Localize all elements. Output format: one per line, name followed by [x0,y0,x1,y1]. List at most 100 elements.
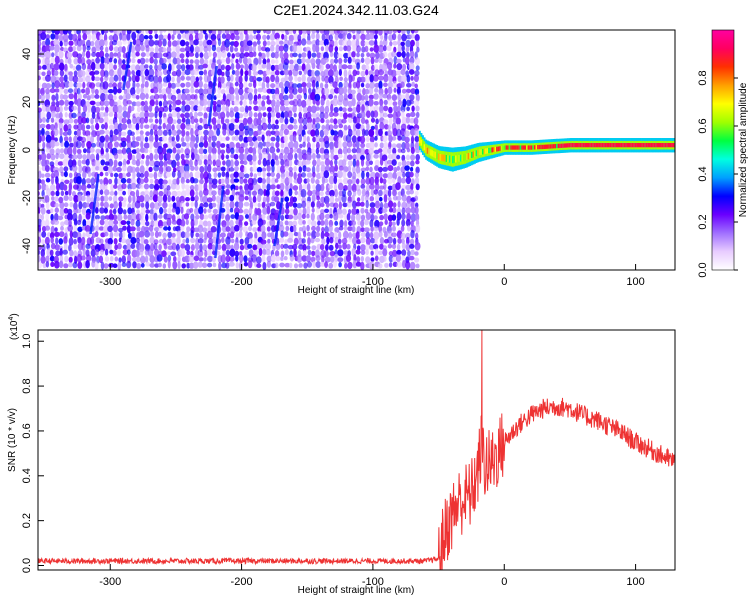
spectrogram-cell [143,148,149,154]
spectrogram-cell [167,231,172,238]
spectrogram-cell [225,255,231,263]
signal-band-cell [568,143,571,148]
spectrogram-cell [261,214,266,220]
spectrogram-cell [203,154,208,162]
spectrogram-cell [329,145,335,155]
spectrogram-cell [140,202,145,208]
spectrogram-cell [107,141,113,150]
spectrogram-cell [351,183,357,193]
spectrogram-cell [145,213,149,222]
spectrogram-cell [213,124,218,131]
spectrogram-cell [396,211,402,221]
signal-band-cell [533,145,536,150]
signal-band-cell [483,148,486,155]
signal-band-cell [499,146,502,151]
spectrogram-cell [239,164,245,173]
spectrogram-cell [369,202,376,208]
spectrogram-cell [352,158,357,168]
spectrogram-cell [383,142,389,149]
spectrogram-cell [82,219,87,227]
spectrogram-cell [89,100,96,106]
spectrogram-cell [59,128,63,137]
spectrogram-cell [243,255,248,263]
spectrogram-cell [379,172,383,179]
spectrogram-cell [320,164,326,174]
spectrogram-cell [38,158,42,166]
spectrogram-cell [153,124,158,131]
spectrogram-cell [113,52,118,57]
spectrogram-cell [282,94,289,101]
spectrogram-cell [400,148,406,154]
spectrogram-cell [148,112,155,118]
signal-band-cell [420,139,423,146]
spectrogram-cell [122,164,127,172]
spectrogram-cell [414,241,421,251]
spectrogram-cell [38,75,41,81]
spectrogram-cell [365,237,371,246]
spectrogram-cell [228,86,235,95]
spectrogram-cell [180,243,186,249]
spectrogram-cell [180,30,185,34]
spectrogram-cell [253,99,258,105]
spectrogram-cell [54,227,58,233]
spectrogram-cell [301,238,306,244]
spectrogram-cell [373,44,380,53]
spectrogram-cell [329,250,336,257]
spectrogram-cell [186,262,191,269]
spectrogram-cell [279,237,285,243]
spectrogram-cell [289,254,295,262]
spectrogram-cell [225,64,232,71]
spectrogram-cell [337,178,343,184]
spectrogram-cell [99,219,105,226]
spectrogram-cell [266,165,271,172]
spectrogram-cell [329,236,334,244]
spectrogram-cell [248,69,252,77]
spectrogram-cell [63,80,70,88]
spectrogram-cell [210,226,217,233]
spectrogram-cell [126,249,131,255]
spectrogram-cell [118,172,124,179]
spectrogram-cell [396,243,401,251]
spectrogram-cell [157,262,162,268]
spectrogram-cell [235,58,239,64]
spectrogram-cell [319,129,325,138]
spectrogram-cell [406,74,411,83]
spectrogram-cell [314,237,321,243]
spectrogram-cell [292,196,297,203]
spectrogram-cell [144,249,149,256]
spectrogram-cell [382,173,389,179]
spectrogram-cell [392,237,397,245]
spectrogram-cell [212,111,219,117]
spectrogram-cell [213,172,218,179]
spectrogram-cell [316,195,320,201]
spectrogram-cell [49,88,56,94]
signal-band-cell [497,146,500,152]
spectrogram-cell [40,207,46,215]
spectrogram-cell [293,237,299,246]
spectrogram-cell [89,94,96,99]
spectrogram-cell [396,154,401,160]
spectrogram-cell [283,52,289,60]
spectrogram-cell [203,159,208,166]
spectrogram-cell [197,261,203,268]
spectrogram-cell [372,74,379,82]
spectrogram-cell [247,58,252,65]
spectrogram-cell [225,249,230,256]
spectrogram-cell [260,105,267,111]
spectrogram-cell [306,183,311,192]
spectrogram-cell [171,124,175,132]
spectrogram-cell [311,220,317,228]
spectrogram-cell [338,57,343,65]
spectrogram-cell [170,82,176,89]
spectrogram-cell [54,260,60,269]
x-tick-label: -200 [231,276,253,288]
spectrogram-cell [180,219,186,227]
spectrogram-cell [260,239,267,245]
spectrogram-cell [396,51,402,58]
spectrogram-cell [225,136,230,141]
spectrogram-cell [242,56,248,65]
spectrogram-cell [330,58,335,65]
spectrogram-cell [391,159,397,166]
spectrogram-cell [306,245,311,250]
spectrogram-cell [82,51,86,58]
